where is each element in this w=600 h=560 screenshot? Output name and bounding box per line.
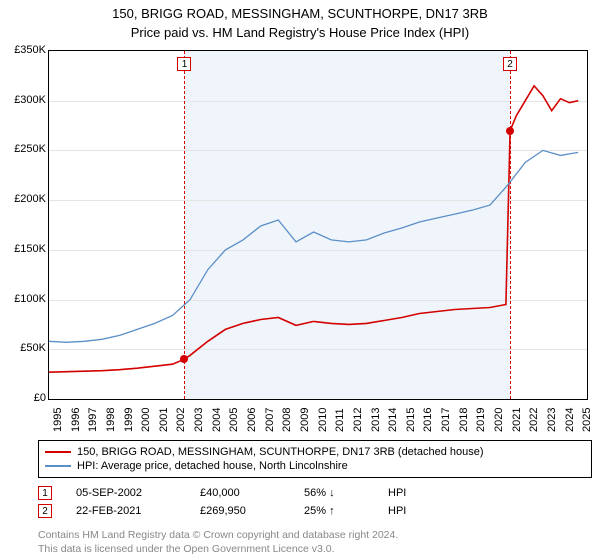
transaction-pct: 25% ↑ [304, 505, 364, 517]
chart-title: 150, BRIGG ROAD, MESSINGHAM, SCUNTHORPE,… [0, 0, 600, 23]
transaction-date: 05-SEP-2002 [76, 487, 176, 499]
transaction-date: 22-FEB-2021 [76, 505, 176, 517]
series-hpi [49, 150, 578, 342]
x-axis-label: 2016 [422, 408, 434, 432]
legend: 150, BRIGG ROAD, MESSINGHAM, SCUNTHORPE,… [38, 440, 592, 478]
transaction-row: 2 22-FEB-2021 £269,950 25% ↑ HPI [38, 502, 592, 520]
y-axis-label: £200K [6, 193, 46, 205]
attribution-line2: This data is licensed under the Open Gov… [38, 543, 335, 555]
x-axis-label: 2004 [211, 408, 223, 432]
x-axis-label: 1998 [105, 408, 117, 432]
x-axis-label: 2010 [317, 408, 329, 432]
y-axis-label: £300K [6, 94, 46, 106]
x-axis-label: 1995 [52, 408, 64, 432]
legend-swatch [45, 451, 71, 453]
x-axis-label: 1997 [87, 408, 99, 432]
x-axis-label: 2024 [564, 408, 576, 432]
transaction-rel: HPI [388, 505, 406, 517]
y-axis-label: £150K [6, 243, 46, 255]
series-price_paid [49, 86, 578, 372]
x-axis-label: 2013 [370, 408, 382, 432]
transaction-price: £269,950 [200, 505, 280, 517]
legend-swatch [45, 465, 71, 467]
x-axis-label: 2011 [334, 408, 346, 432]
transaction-point [506, 127, 514, 135]
transaction-row: 1 05-SEP-2002 £40,000 56% ↓ HPI [38, 484, 592, 502]
x-axis-label: 2020 [493, 408, 505, 432]
legend-item: 150, BRIGG ROAD, MESSINGHAM, SCUNTHORPE,… [45, 445, 585, 459]
x-axis-label: 2003 [193, 408, 205, 432]
transaction-table: 1 05-SEP-2002 £40,000 56% ↓ HPI 2 22-FEB-2021 £… [38, 484, 592, 520]
transaction-price: £40,000 [200, 487, 280, 499]
x-axis-label: 2002 [175, 408, 187, 432]
attribution-line1: Contains HM Land Registry data © Crown c… [38, 529, 398, 541]
x-axis-label: 2008 [281, 408, 293, 432]
legend-label: HPI: Average price, detached house, Nort… [77, 460, 348, 472]
chart-subtitle: Price paid vs. HM Land Registry's House … [0, 23, 600, 40]
y-axis-label: £100K [6, 293, 46, 305]
x-axis-label: 2022 [528, 408, 540, 432]
x-axis-label: 2006 [246, 408, 258, 432]
x-axis-label: 2021 [511, 408, 523, 432]
y-axis-label: £0 [6, 392, 46, 404]
x-axis-label: 2025 [581, 408, 593, 432]
x-axis-label: 2015 [405, 408, 417, 432]
x-axis-label: 2000 [140, 408, 152, 432]
legend-item: HPI: Average price, detached house, Nort… [45, 459, 585, 473]
transaction-marker-badge: 1 [177, 57, 191, 71]
y-axis-label: £350K [6, 44, 46, 56]
x-axis-label: 2014 [387, 408, 399, 432]
x-axis-label: 2019 [475, 408, 487, 432]
legend-label: 150, BRIGG ROAD, MESSINGHAM, SCUNTHORPE,… [77, 446, 484, 458]
x-axis-label: 2001 [158, 408, 170, 432]
x-axis-label: 1996 [70, 408, 82, 432]
series-lines [49, 51, 587, 399]
x-axis-label: 2023 [546, 408, 558, 432]
x-axis-label: 2017 [440, 408, 452, 432]
x-axis-label: 1999 [123, 408, 135, 432]
attribution-text: Contains HM Land Registry data © Crown c… [38, 528, 592, 556]
transaction-pct: 56% ↓ [304, 487, 364, 499]
x-axis-label: 2018 [458, 408, 470, 432]
transaction-point [180, 355, 188, 363]
transaction-badge: 1 [38, 486, 52, 500]
transaction-rel: HPI [388, 487, 406, 499]
transaction-marker-badge: 2 [503, 57, 517, 71]
chart-plot-area: 12 [48, 50, 588, 400]
y-axis-label: £250K [6, 143, 46, 155]
x-axis-label: 2005 [228, 408, 240, 432]
x-axis-label: 2007 [264, 408, 276, 432]
x-axis-label: 2012 [352, 408, 364, 432]
x-axis-label: 2009 [299, 408, 311, 432]
transaction-badge: 2 [38, 504, 52, 518]
y-axis-label: £50K [6, 342, 46, 354]
